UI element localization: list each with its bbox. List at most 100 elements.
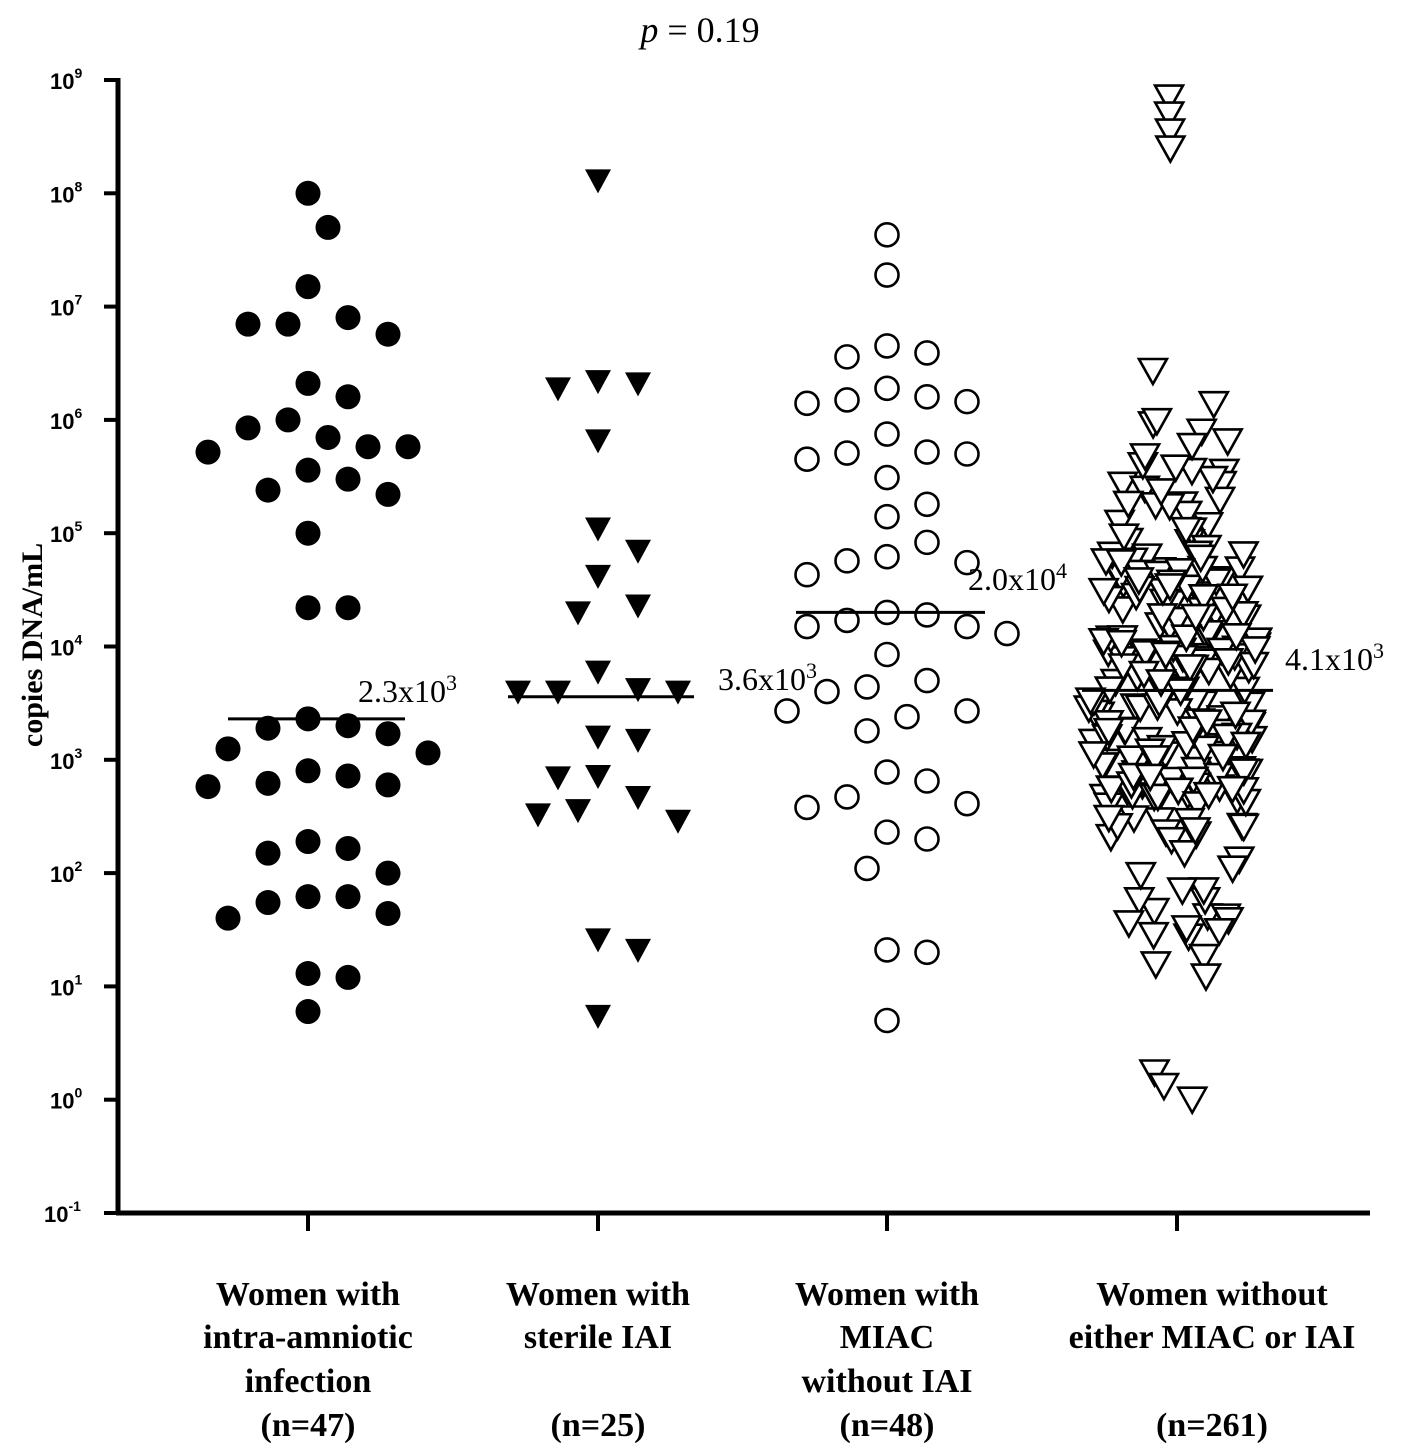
point-s3 xyxy=(1115,745,1149,775)
point-s3 xyxy=(1187,584,1220,613)
y-tick-label: 101 xyxy=(50,971,82,1000)
median-label-exponent: 3 xyxy=(1373,638,1384,663)
point-s1 xyxy=(545,377,571,402)
point-s3 xyxy=(1166,877,1199,907)
category-label-line: Women with xyxy=(795,1276,979,1313)
point-s3 xyxy=(1074,687,1107,717)
point-s2 xyxy=(794,446,820,472)
point-s2 xyxy=(914,602,940,628)
point-s3 xyxy=(1153,573,1187,603)
y-tick-exponent: -1 xyxy=(68,1198,81,1214)
point-s0 xyxy=(295,829,321,855)
point-s1 xyxy=(545,766,571,791)
point-s3 xyxy=(1136,357,1170,387)
point-s3 xyxy=(1179,603,1212,633)
point-s2 xyxy=(874,464,900,491)
point-s0 xyxy=(375,900,401,926)
point-s3 xyxy=(1203,486,1237,516)
point-s3 xyxy=(1124,861,1158,891)
point-s3 xyxy=(1197,390,1231,420)
point-s2 xyxy=(874,1007,900,1034)
point-s0 xyxy=(335,763,361,789)
point-s3 xyxy=(1137,921,1170,951)
point-s3 xyxy=(1092,804,1126,834)
median-label: 4.1x103 xyxy=(1285,638,1384,677)
x-axis-ticks xyxy=(306,1213,1179,1231)
median-label: 3.6x103 xyxy=(718,658,817,697)
point-s2 xyxy=(954,613,980,640)
category-label-line: infection xyxy=(245,1363,372,1400)
point-s3 xyxy=(1077,741,1110,771)
point-s1 xyxy=(545,680,571,705)
point-s1 xyxy=(625,728,651,753)
median-label-base: 3.6x10 xyxy=(718,661,806,697)
point-s1 xyxy=(625,594,651,619)
point-s3 xyxy=(1170,624,1203,654)
point-s2 xyxy=(914,826,940,852)
category-label-line: Women with xyxy=(216,1276,400,1313)
point-s1 xyxy=(625,785,651,810)
point-s0 xyxy=(215,736,241,762)
category-label-line: MIAC xyxy=(840,1319,934,1356)
point-s1 xyxy=(585,169,611,194)
point-s3 xyxy=(1168,839,1201,869)
point-s0 xyxy=(375,321,401,347)
point-s0 xyxy=(295,884,321,910)
y-axis-label: copies DNA/mL xyxy=(16,543,49,747)
point-s3 xyxy=(1185,418,1218,448)
point-s2 xyxy=(834,344,860,370)
y-tick-exponent: 5 xyxy=(74,518,82,534)
point-s3 xyxy=(1203,917,1236,947)
point-s2 xyxy=(914,529,940,556)
point-s0 xyxy=(335,835,361,861)
y-tick-base: 10 xyxy=(50,522,74,547)
y-tick-exponent: 0 xyxy=(74,1085,82,1101)
category-label-line: Women with xyxy=(506,1276,690,1313)
point-s0 xyxy=(335,384,361,410)
point-s0 xyxy=(375,860,401,886)
point-s1 xyxy=(585,725,611,750)
point-s0 xyxy=(335,305,361,331)
point-s3 xyxy=(1095,775,1128,805)
point-s1 xyxy=(665,680,691,705)
y-tick-label: 10-1 xyxy=(44,1198,81,1227)
point-s0 xyxy=(415,740,441,766)
title-italic: p xyxy=(637,10,658,50)
y-tick-label: 109 xyxy=(50,65,82,94)
category-label-line: Women without xyxy=(1096,1276,1328,1313)
point-s2 xyxy=(914,491,940,518)
point-s2 xyxy=(834,440,860,466)
point-s0 xyxy=(315,424,341,450)
category-label-line: either MIAC or IAI xyxy=(1069,1319,1356,1356)
point-s2 xyxy=(914,383,940,410)
point-s3 xyxy=(1128,443,1162,473)
point-s0 xyxy=(335,713,361,739)
y-tick-exponent: 3 xyxy=(74,745,82,761)
point-s1 xyxy=(525,803,551,828)
median-label-base: 2.0x10 xyxy=(968,561,1056,597)
point-s3 xyxy=(1092,717,1125,747)
y-tick-label: 105 xyxy=(50,518,82,547)
point-s1 xyxy=(665,809,691,834)
point-s1 xyxy=(565,799,591,824)
point-s0 xyxy=(335,595,361,621)
point-s0 xyxy=(255,477,281,503)
point-s3 xyxy=(1112,490,1145,520)
point-s2 xyxy=(874,759,900,785)
point-s3 xyxy=(1139,951,1173,981)
point-s3 xyxy=(1189,963,1223,993)
point-s3 xyxy=(1216,583,1249,613)
point-s2 xyxy=(954,698,980,724)
point-s3 xyxy=(1106,471,1139,501)
point-s2 xyxy=(874,819,900,845)
point-s2 xyxy=(774,698,800,724)
point-s3 xyxy=(1170,915,1203,945)
point-s2 xyxy=(794,561,820,588)
point-s1 xyxy=(585,928,611,953)
point-s3 xyxy=(1227,758,1261,788)
y-tick-label: 102 xyxy=(50,858,82,887)
point-s2 xyxy=(874,641,900,668)
point-s0 xyxy=(215,905,241,931)
point-s1 xyxy=(585,370,611,395)
point-s2 xyxy=(874,503,900,530)
